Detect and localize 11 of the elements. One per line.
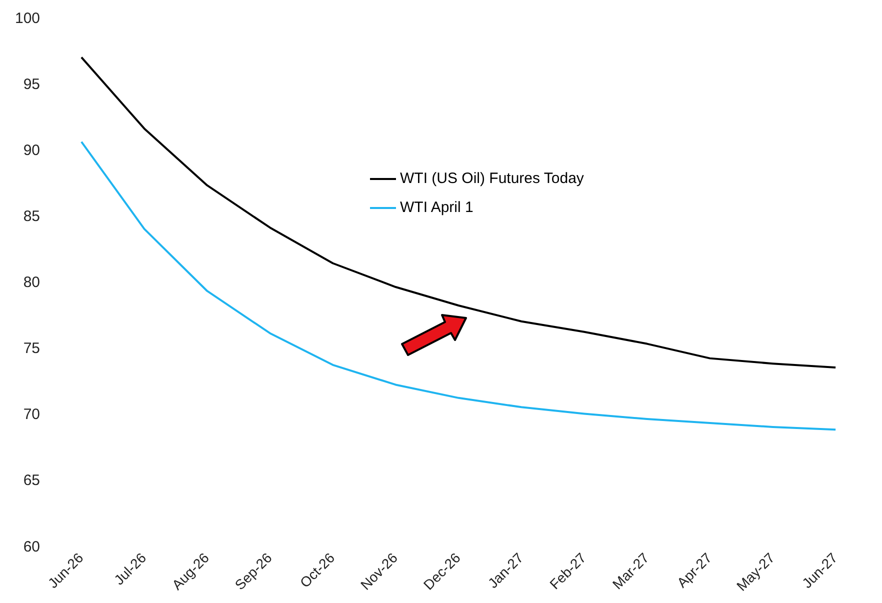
y-tick-label: 70 xyxy=(23,406,40,424)
y-tick-label: 75 xyxy=(23,340,40,358)
y-tick-label: 65 xyxy=(23,472,40,490)
y-tick-label: 60 xyxy=(23,538,40,556)
legend-label: WTI (US Oil) Futures Today xyxy=(400,170,584,187)
y-tick-label: 95 xyxy=(23,76,40,94)
y-tick-label: 80 xyxy=(23,274,40,292)
y-tick-label: 85 xyxy=(23,208,40,226)
legend-label: WTI April 1 xyxy=(400,199,474,216)
y-tick-label: 90 xyxy=(23,142,40,160)
y-tick-label: 100 xyxy=(14,10,40,28)
